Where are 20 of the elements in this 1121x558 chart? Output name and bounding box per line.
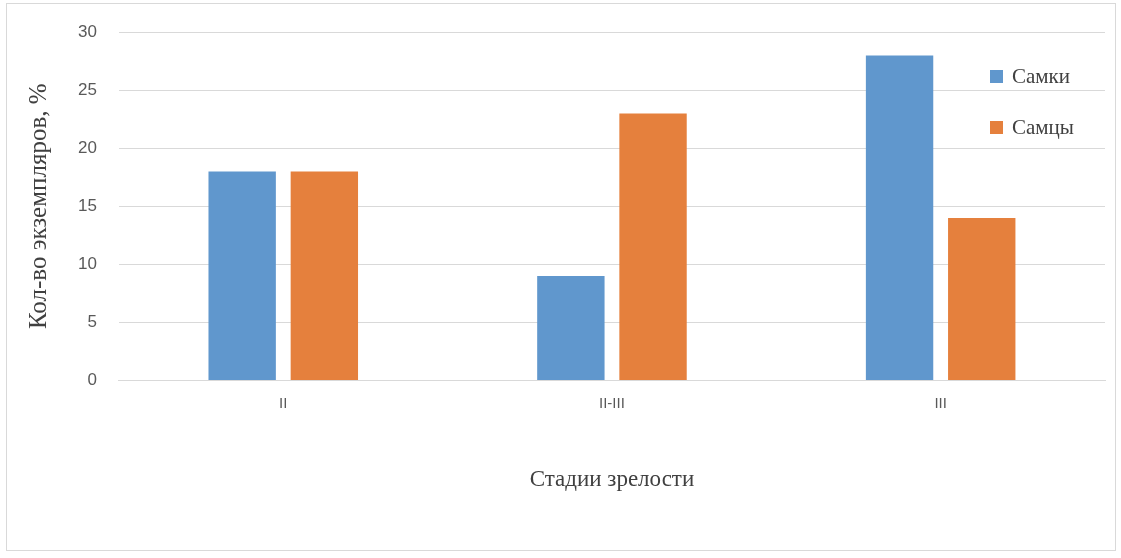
bar	[619, 113, 687, 380]
bar	[537, 275, 605, 380]
legend-label: Самцы	[1012, 115, 1074, 140]
bar	[208, 171, 276, 380]
y-tick-label: 30	[77, 21, 97, 41]
y-tick-label: 15	[77, 195, 97, 215]
y-tick-label: 25	[77, 79, 97, 99]
x-tick-label: II	[279, 393, 288, 411]
y-tick-label: 5	[87, 312, 97, 332]
y-axis-title: Кол-во экземпляров, %	[23, 83, 51, 330]
y-tick-label: 0	[87, 370, 97, 390]
y-tick-label: 20	[77, 137, 97, 157]
x-tick-label: II-III	[599, 393, 625, 411]
x-axis-title: Стадии зрелости	[529, 466, 695, 492]
legend-label: Самки	[1012, 64, 1071, 89]
x-tick-label: III	[934, 393, 947, 411]
bar	[948, 217, 1016, 380]
bar	[290, 171, 359, 380]
y-tick-label: 10	[77, 254, 97, 274]
bar	[865, 55, 934, 380]
